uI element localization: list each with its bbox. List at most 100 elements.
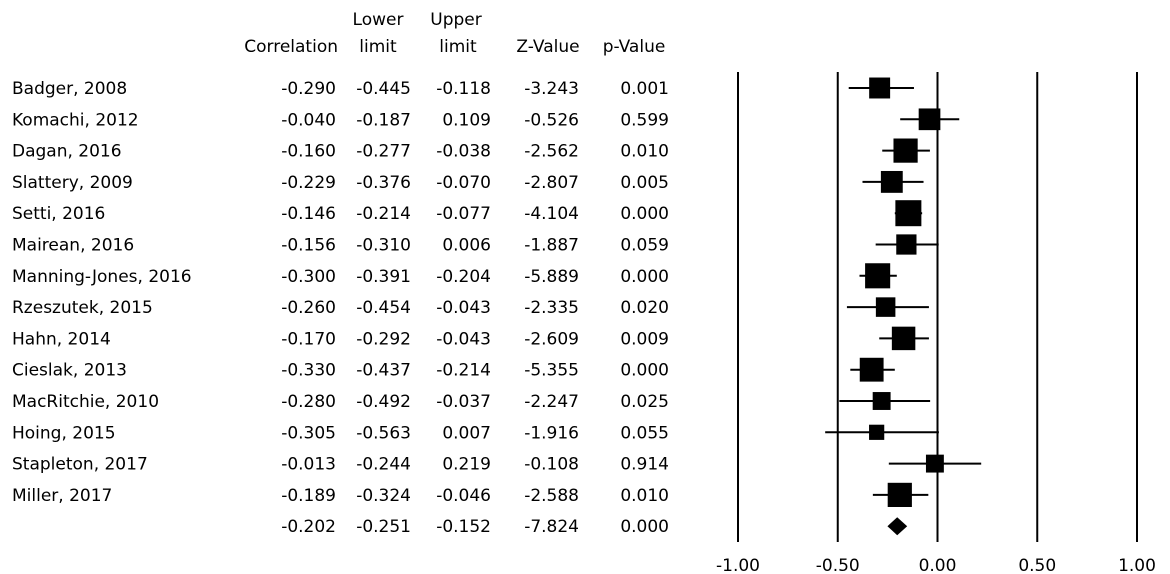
point-estimate-square [893, 138, 918, 163]
p-value-cell: 0.000 [620, 361, 669, 381]
upper-limit-cell: -0.204 [436, 267, 491, 287]
correlation-cell: -0.305 [281, 423, 336, 443]
z-value-cell: -2.247 [524, 392, 579, 412]
summary-p-value-cell: 0.000 [620, 517, 669, 537]
table-row: Mairean, 2016 -0.156 -0.310 0.006 -1.887 0.05… [12, 236, 669, 256]
table-row: Rzeszutek, 2015 -0.260 -0.454 -0.043 -2.335 0… [12, 298, 669, 318]
study-name: Dagan, 2016 [12, 142, 122, 162]
summary-row: -0.202 -0.251 -0.152 -7.824 0.000 [281, 517, 669, 537]
point-estimate-square [869, 77, 891, 99]
lower-limit-cell: -0.563 [356, 423, 411, 443]
correlation-cell: -0.040 [281, 110, 336, 130]
p-value-cell: 0.010 [620, 486, 669, 506]
z-value-cell: -3.243 [524, 79, 579, 99]
point-estimate-square [865, 263, 891, 289]
upper-limit-cell: 0.109 [442, 110, 491, 130]
z-value-cell: -4.104 [524, 204, 579, 224]
point-estimate-square [872, 392, 891, 410]
lower-limit-cell: -0.454 [356, 298, 411, 318]
z-value-cell: -2.562 [524, 142, 579, 162]
upper-limit-cell: 0.007 [442, 423, 491, 443]
correlation-cell: -0.290 [281, 79, 336, 99]
table-row: Slattery, 2009 -0.229 -0.376 -0.070 -2.807 0.… [12, 173, 669, 193]
point-estimate-square [875, 297, 896, 317]
study-name: Cieslak, 2013 [12, 361, 127, 381]
x-tick-label: -1.00 [716, 556, 760, 574]
x-tick-label: 0.00 [919, 556, 957, 574]
z-value-cell: -2.588 [524, 486, 579, 506]
lower-limit-cell: -0.324 [356, 486, 411, 506]
table-row: Miller, 2017 -0.189 -0.324 -0.046 -2.588 0.01… [12, 486, 669, 506]
study-name: Slattery, 2009 [12, 173, 133, 193]
table-row: Setti, 2016 -0.146 -0.214 -0.077 -4.104 0.000 [12, 204, 669, 224]
summary-lower-limit-cell: -0.251 [356, 517, 411, 537]
correlation-cell: -0.280 [281, 392, 336, 412]
z-value-cell: -1.887 [524, 236, 579, 256]
correlation-cell: -0.160 [281, 142, 336, 162]
correlation-cell: -0.146 [281, 204, 336, 224]
effect-markers [825, 77, 982, 536]
z-value-cell: -0.526 [524, 110, 579, 130]
z-value-cell: -5.889 [524, 267, 579, 287]
table-row: Dagan, 2016 -0.160 -0.277 -0.038 -2.562 0.010 [12, 142, 669, 162]
p-value-cell: 0.000 [620, 267, 669, 287]
upper-limit-cell: -0.043 [436, 329, 491, 349]
header-lower-line2: limit [359, 37, 397, 57]
study-name: MacRitchie, 2010 [12, 392, 159, 412]
study-name: Stapleton, 2017 [12, 455, 148, 475]
lower-limit-cell: -0.376 [356, 173, 411, 193]
lower-limit-cell: -0.391 [356, 267, 411, 287]
study-name: Manning-Jones, 2016 [12, 267, 192, 287]
correlation-cell: -0.260 [281, 298, 336, 318]
z-value-cell: -0.108 [524, 455, 579, 475]
table-row: MacRitchie, 2010 -0.280 -0.492 -0.037 -2.247… [12, 392, 669, 412]
z-value-cell: -2.609 [524, 329, 579, 349]
study-name: Hoing, 2015 [12, 423, 116, 443]
upper-limit-cell: -0.038 [436, 142, 491, 162]
p-value-cell: 0.020 [620, 298, 669, 318]
p-value-cell: 0.000 [620, 204, 669, 224]
correlation-cell: -0.229 [281, 173, 336, 193]
summary-correlation-cell: -0.202 [281, 517, 336, 537]
table-row: Hahn, 2014 -0.170 -0.292 -0.043 -2.609 0.009 [12, 329, 669, 349]
z-value-cell: -2.335 [524, 298, 579, 318]
p-value-cell: 0.001 [620, 79, 669, 99]
correlation-cell: -0.330 [281, 361, 336, 381]
header-correlation: Correlation [244, 37, 338, 57]
upper-limit-cell: -0.043 [436, 298, 491, 318]
point-estimate-square [925, 454, 944, 473]
p-value-cell: 0.055 [620, 423, 669, 443]
study-name: Miller, 2017 [12, 486, 112, 506]
table-row: Hoing, 2015 -0.305 -0.563 0.007 -1.916 0.055 [12, 423, 669, 443]
upper-limit-cell: 0.006 [442, 236, 491, 256]
study-name: Rzeszutek, 2015 [12, 298, 153, 318]
point-estimate-square [880, 170, 903, 193]
point-estimate-square [869, 424, 885, 440]
upper-limit-cell: -0.214 [436, 361, 491, 381]
summary-diamond [887, 517, 908, 536]
lower-limit-cell: -0.244 [356, 455, 411, 475]
table-row: Komachi, 2012 -0.040 -0.187 0.109 -0.526 0.59… [12, 110, 669, 130]
study-name: Mairean, 2016 [12, 236, 134, 256]
upper-limit-cell: -0.118 [436, 79, 491, 99]
summary-z-value-cell: -7.824 [524, 517, 579, 537]
x-axis: -1.00 -0.50 0.00 0.50 1.00 [716, 556, 1156, 574]
correlation-cell: -0.013 [281, 455, 336, 475]
table-row: Badger, 2008 -0.290 -0.445 -0.118 -3.243 0.00… [12, 79, 669, 99]
header-upper-line1: Upper [430, 10, 481, 30]
x-tick-label: 1.00 [1118, 556, 1156, 574]
p-value-cell: 0.914 [620, 455, 669, 475]
z-value-cell: -1.916 [524, 423, 579, 443]
study-name: Komachi, 2012 [12, 110, 139, 130]
p-value-cell: 0.009 [620, 329, 669, 349]
point-estimate-square [895, 200, 922, 227]
reference-lines [737, 72, 1138, 542]
point-estimate-square [918, 108, 941, 131]
point-estimate-square [887, 482, 912, 507]
upper-limit-cell: -0.037 [436, 392, 491, 412]
upper-limit-cell: -0.070 [436, 173, 491, 193]
upper-limit-cell: -0.077 [436, 204, 491, 224]
upper-limit-cell: -0.046 [436, 486, 491, 506]
correlation-cell: -0.300 [281, 267, 336, 287]
